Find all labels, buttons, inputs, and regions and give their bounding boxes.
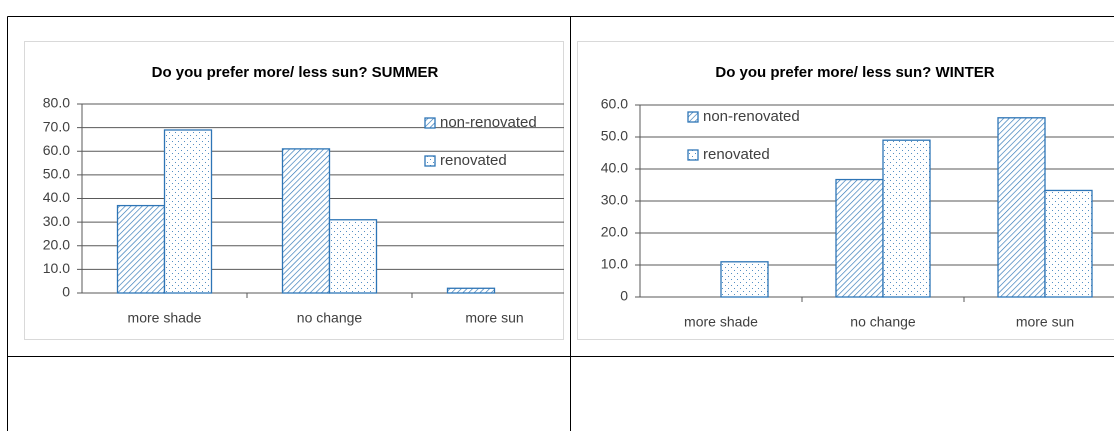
y-tick-label: 30.0 <box>43 213 70 229</box>
chart: Do you prefer more/ less sun? WINTER 0 10.… <box>577 41 1114 340</box>
y-tick-label: 20.0 <box>43 236 70 252</box>
chart-title: Do you prefer more/ less sun? WINTER <box>715 64 994 81</box>
bar <box>1044 189 1093 298</box>
legend-label: renovated <box>440 152 507 169</box>
y-tick-label: 60.0 <box>43 142 70 158</box>
bar <box>720 261 769 298</box>
bar <box>446 287 496 294</box>
x-tick-label: no change <box>297 310 363 326</box>
legend-swatch <box>687 111 699 123</box>
y-tick-label: 0 <box>620 288 628 304</box>
y-tick-label: 10.0 <box>601 256 628 272</box>
bar <box>163 129 213 294</box>
x-tick-label: more shade <box>128 310 202 326</box>
chart: Do you prefer more/ less sun? SUMMER 0 10.… <box>24 41 564 340</box>
x-tick-label: more sun <box>465 310 523 326</box>
y-tick-label: 40.0 <box>43 189 70 205</box>
bar <box>281 148 331 294</box>
legend-swatch <box>687 149 699 161</box>
y-tick-label: 60.0 <box>601 96 628 112</box>
bar <box>882 139 931 298</box>
table-borders <box>7 16 1114 431</box>
x-tick-label: more sun <box>1016 314 1074 330</box>
y-tick-label: 50.0 <box>601 128 628 144</box>
y-tick-label: 0 <box>62 284 70 300</box>
x-tick-label: more shade <box>684 314 758 330</box>
legend-label: non-renovated <box>703 108 800 125</box>
y-tick-label: 40.0 <box>601 160 628 176</box>
bar <box>835 178 884 298</box>
legend-swatch <box>424 117 436 129</box>
y-tick-label: 20.0 <box>601 224 628 240</box>
y-tick-label: 80.0 <box>43 95 70 111</box>
y-tick-label: 50.0 <box>43 166 70 182</box>
legend-label: non-renovated <box>440 114 537 131</box>
y-tick-label: 70.0 <box>43 118 70 134</box>
y-tick-label: 10.0 <box>43 260 70 276</box>
legend-swatch <box>424 155 436 167</box>
bar <box>328 219 378 294</box>
bar <box>116 204 166 294</box>
bar <box>997 117 1046 298</box>
chart-title: Do you prefer more/ less sun? SUMMER <box>152 64 439 81</box>
x-tick-label: no change <box>850 314 916 330</box>
legend-label: renovated <box>703 146 770 163</box>
y-tick-label: 30.0 <box>601 192 628 208</box>
